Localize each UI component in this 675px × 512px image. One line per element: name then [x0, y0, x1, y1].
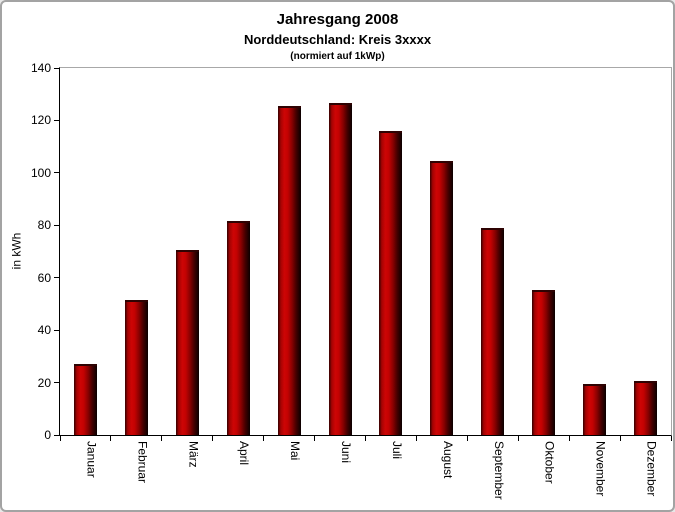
y-axis-title: in kWh: [9, 232, 23, 269]
bar-februar: [124, 300, 148, 435]
chart-title: Jahresgang 2008: [276, 11, 399, 28]
y-tick-label: 140: [30, 61, 51, 75]
bar-september: [481, 227, 505, 435]
bar-november: [583, 383, 607, 435]
x-tick-mark: [212, 436, 214, 441]
x-tick-mark: [365, 436, 366, 441]
x-tick-mark: [568, 436, 570, 441]
y-tick-label: 20: [37, 375, 51, 390]
y-tick-label: 80: [37, 218, 51, 233]
y-tick-mark: [54, 224, 59, 226]
bar-januar: [73, 364, 97, 435]
y-tick-label: 60: [37, 270, 51, 285]
x-category-label: Oktober: [542, 441, 557, 484]
x-category-label: September: [491, 441, 506, 500]
y-axis-title-wrap: in kWh: [8, 67, 24, 434]
plot-area: 0 20 40 60 80 100 120 140 Januar Februar März Apri…: [31, 61, 672, 500]
x-category-label: Januar: [84, 441, 99, 478]
y-tick-mark: [54, 277, 59, 279]
x-category-label: Juli: [389, 441, 404, 460]
x-tick-mark: [415, 436, 417, 441]
x-category-label: April: [237, 441, 252, 466]
bar-juli: [379, 130, 403, 435]
x-category-label: November: [593, 441, 608, 497]
x-tick-mark: [517, 436, 519, 441]
x-category-label: Mai: [288, 441, 303, 461]
bar-april: [226, 221, 250, 435]
chart-subtitle: Norddeutschland: Kreis 3xxxx: [243, 32, 432, 47]
x-tick-mark: [110, 436, 112, 441]
y-tick-mark: [54, 382, 59, 384]
x-tick-mark: [670, 436, 672, 441]
bar-dezember: [634, 381, 658, 435]
x-category-label: August: [440, 441, 455, 479]
bar-oktober: [532, 289, 556, 435]
y-tick-label: 100: [30, 165, 51, 180]
x-tick-mark: [161, 436, 163, 441]
y-tick-mark: [54, 329, 59, 331]
y-tick-label: 40: [37, 323, 51, 338]
x-category-label: Dezember: [644, 441, 659, 497]
x-tick-mark: [314, 436, 316, 441]
y-tick-mark: [54, 434, 59, 436]
x-tick-mark: [59, 436, 61, 441]
y-tick-mark: [54, 119, 59, 121]
y-tick-mark: [54, 172, 59, 174]
bar-märz: [175, 250, 199, 435]
y-tick-label: 0: [44, 428, 51, 442]
chart-subtitle2: (normiert auf 1kWp): [290, 51, 385, 62]
x-category-label: Februar: [135, 441, 150, 484]
chart-titles: Jahresgang 2008 Norddeutschland: Kreis 3…: [2, 10, 673, 64]
y-tick-label: 120: [30, 113, 51, 128]
bar-juni: [328, 103, 352, 435]
x-category-label: Juni: [339, 441, 354, 464]
y-tick-mark: [54, 67, 59, 69]
x-tick-mark: [466, 436, 468, 441]
x-category-label: März: [186, 441, 201, 468]
x-tick-mark: [619, 436, 621, 441]
bar-august: [430, 161, 454, 435]
x-tick-mark: [263, 436, 265, 441]
bar-mai: [277, 106, 301, 435]
